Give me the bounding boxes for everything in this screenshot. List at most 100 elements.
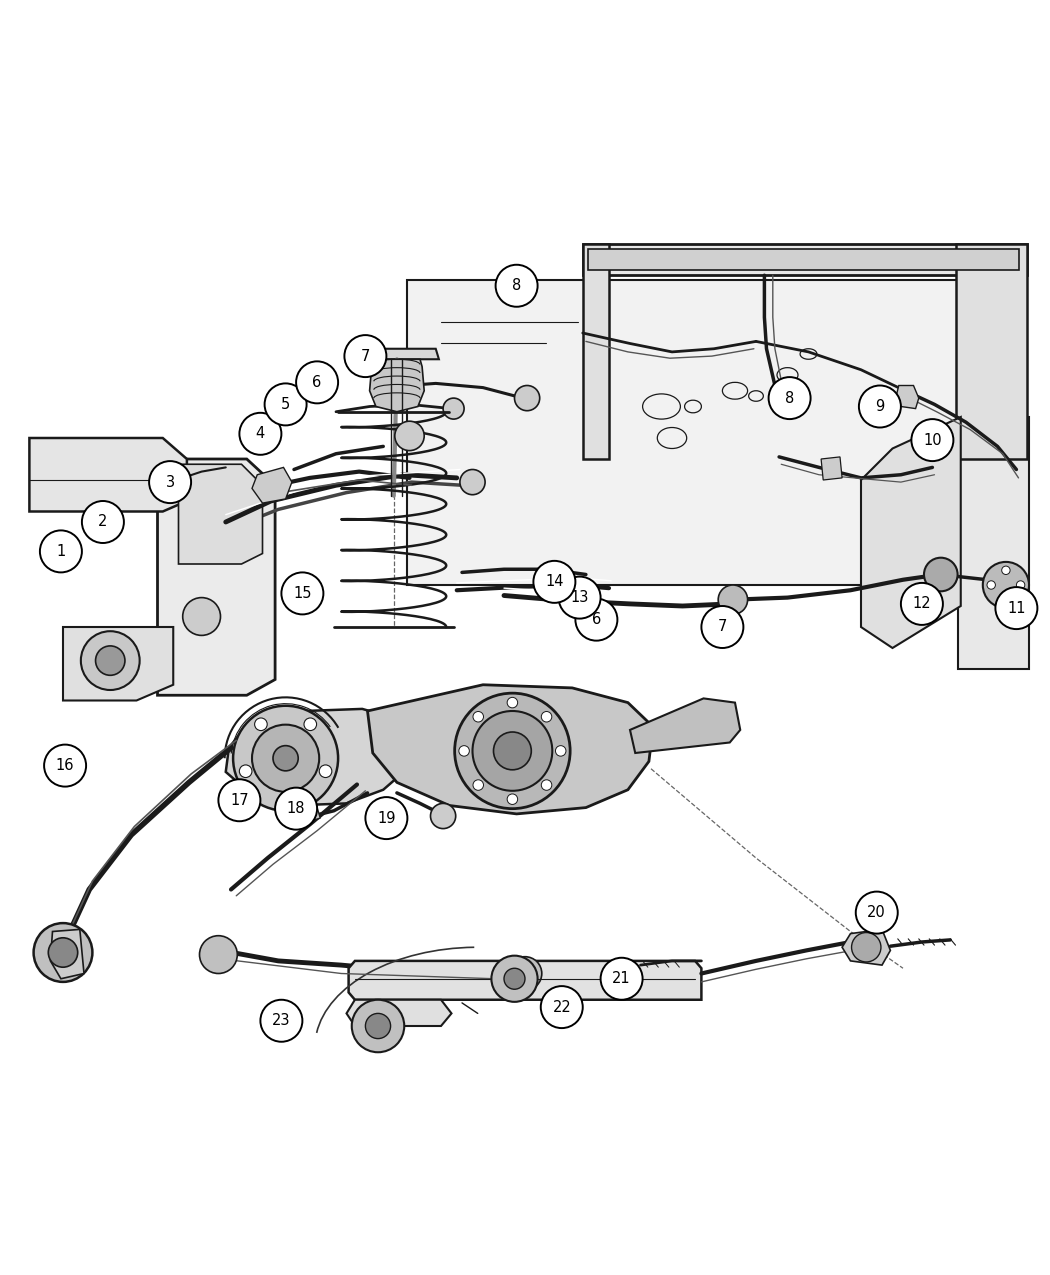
Text: 7: 7 [361,348,370,363]
Text: 7: 7 [718,620,727,635]
Text: 13: 13 [570,590,589,606]
Polygon shape [252,468,292,504]
Polygon shape [226,709,415,806]
Circle shape [200,936,237,974]
Circle shape [856,891,898,933]
Polygon shape [956,244,1027,459]
Circle shape [296,361,338,403]
Polygon shape [349,961,701,1000]
Text: 22: 22 [552,1000,571,1015]
Circle shape [559,576,601,618]
Circle shape [460,469,485,495]
Circle shape [555,746,566,756]
Polygon shape [50,929,84,979]
Circle shape [344,335,386,377]
Text: 1: 1 [57,544,65,558]
Text: 6: 6 [592,612,601,627]
Circle shape [514,385,540,411]
Text: 5: 5 [281,397,290,412]
Circle shape [983,562,1029,608]
Polygon shape [583,244,609,459]
Circle shape [911,419,953,462]
Circle shape [601,958,643,1000]
Polygon shape [158,459,275,695]
Polygon shape [897,385,919,408]
Circle shape [395,421,424,450]
Circle shape [430,803,456,829]
Circle shape [443,398,464,419]
Circle shape [260,1000,302,1042]
Circle shape [63,541,80,557]
Circle shape [34,923,92,982]
Circle shape [82,501,124,543]
Polygon shape [958,417,1029,669]
Circle shape [496,265,538,307]
Polygon shape [370,360,424,412]
Polygon shape [355,349,439,360]
Circle shape [265,384,307,426]
Circle shape [533,561,575,603]
Circle shape [852,932,881,961]
Circle shape [1002,595,1010,604]
Circle shape [491,956,538,1002]
Circle shape [273,746,298,771]
Text: 18: 18 [287,801,306,816]
Polygon shape [368,685,653,813]
Text: 4: 4 [256,426,265,441]
Circle shape [508,956,542,991]
Circle shape [1016,581,1025,589]
Circle shape [859,385,901,427]
Circle shape [183,598,220,635]
Circle shape [44,745,86,787]
Polygon shape [63,627,173,700]
Polygon shape [346,1000,452,1026]
Circle shape [541,986,583,1028]
Polygon shape [29,439,187,511]
Circle shape [504,968,525,989]
Circle shape [149,462,191,504]
Circle shape [472,711,483,722]
Circle shape [279,794,292,807]
Polygon shape [296,801,320,825]
Circle shape [239,413,281,455]
Text: 23: 23 [272,1014,291,1028]
Circle shape [352,1000,404,1052]
Circle shape [218,779,260,821]
Text: 19: 19 [377,811,396,826]
Text: 12: 12 [912,597,931,612]
Circle shape [542,780,552,790]
Polygon shape [821,456,842,479]
Circle shape [40,530,82,572]
Circle shape [995,586,1037,629]
Circle shape [701,606,743,648]
Circle shape [459,746,469,756]
Text: 16: 16 [56,759,75,773]
Circle shape [575,599,617,640]
Circle shape [1002,566,1010,575]
Circle shape [96,646,125,676]
Circle shape [281,572,323,615]
Circle shape [319,765,332,778]
Circle shape [494,732,531,770]
Circle shape [365,797,407,839]
Polygon shape [178,464,262,564]
Circle shape [365,1014,391,1039]
Polygon shape [588,249,1018,270]
Circle shape [275,788,317,830]
Circle shape [239,765,252,778]
Text: 8: 8 [785,390,794,405]
Circle shape [304,718,317,731]
Text: 9: 9 [876,399,884,414]
Circle shape [507,794,518,805]
Circle shape [924,557,958,592]
Circle shape [987,581,995,589]
Text: 15: 15 [293,586,312,601]
Text: 6: 6 [313,375,321,390]
Text: 20: 20 [867,905,886,921]
Polygon shape [842,929,890,965]
Text: 14: 14 [545,574,564,589]
Text: 21: 21 [612,972,631,987]
Circle shape [81,631,140,690]
Polygon shape [407,280,958,585]
Circle shape [718,585,748,615]
